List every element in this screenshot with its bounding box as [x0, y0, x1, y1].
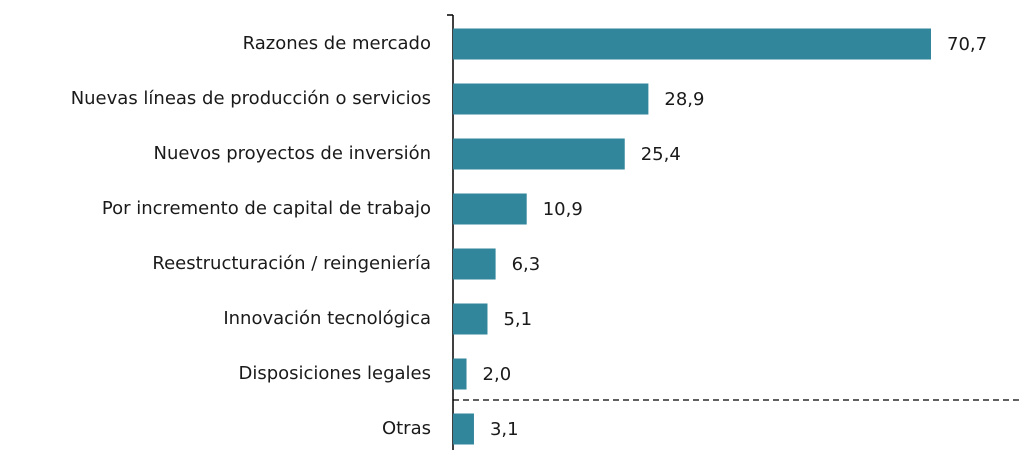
value-label: 10,9	[543, 199, 583, 220]
bar	[453, 303, 488, 335]
value-label: 2,0	[483, 364, 512, 385]
bar	[453, 413, 474, 445]
value-label: 3,1	[490, 419, 519, 440]
category-label: Reestructuración / reingeniería	[152, 253, 431, 274]
value-label: 6,3	[512, 254, 541, 275]
bar	[453, 28, 931, 60]
bar	[453, 248, 496, 280]
category-label: Otras	[382, 418, 431, 439]
value-label: 70,7	[947, 34, 987, 55]
category-label: Nuevos proyectos de inversión	[153, 143, 431, 164]
bar	[453, 83, 649, 115]
value-label: 28,9	[664, 89, 704, 110]
category-label: Nuevas líneas de producción o servicios	[71, 88, 431, 109]
value-label: 25,4	[641, 144, 681, 165]
bar	[453, 138, 625, 170]
category-label: Por incremento de capital de trabajo	[102, 198, 431, 219]
bar	[453, 358, 467, 390]
value-label: 5,1	[503, 309, 532, 330]
bar	[453, 193, 527, 225]
category-label: Razones de mercado	[243, 33, 431, 54]
category-label: Disposiciones legales	[238, 363, 431, 384]
category-label: Innovación tecnológica	[223, 308, 431, 329]
